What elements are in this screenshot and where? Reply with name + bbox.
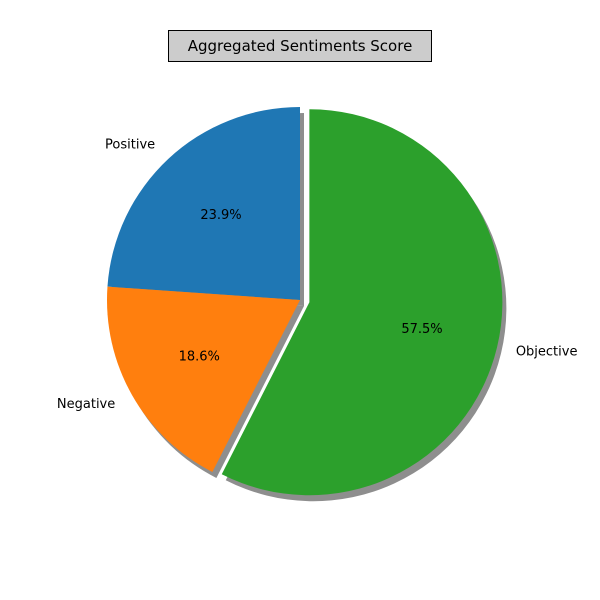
chart-title: Aggregated Sentiments Score <box>168 30 432 62</box>
slice-label-objective: Objective <box>516 344 578 359</box>
slice-percent-negative: 18.6% <box>179 350 220 365</box>
pie-slice-objective <box>221 109 503 496</box>
slice-label-negative: Negative <box>57 397 115 412</box>
slice-percent-objective: 57.5% <box>401 322 442 337</box>
slice-label-positive: Positive <box>105 137 155 152</box>
pie-slice-positive <box>107 107 300 300</box>
pie-slice-negative <box>107 286 300 472</box>
slice-percent-positive: 23.9% <box>200 208 241 223</box>
